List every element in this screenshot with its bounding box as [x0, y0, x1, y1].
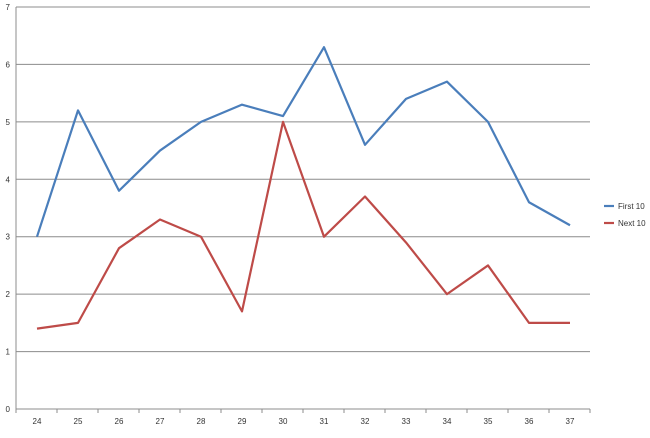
series-line-1: [36, 120, 570, 330]
y-tick-labels: 0 1 2 3 4 5 6 7: [6, 3, 11, 414]
y-tick-label: 4: [6, 175, 11, 184]
series-line-0: [35, 46, 571, 238]
x-tick-label: 33: [402, 417, 411, 426]
x-tick-label: 34: [443, 417, 452, 426]
x-tick-label: 37: [566, 417, 575, 426]
legend-label: Next 10: [618, 219, 646, 228]
y-tick-label: 6: [6, 60, 11, 69]
gridlines: [16, 6, 590, 353]
legend-label: First 10: [618, 202, 645, 211]
legend: First 10 Next 10: [604, 202, 646, 228]
y-tick-label: 0: [6, 405, 11, 414]
x-tick-label: 31: [320, 417, 329, 426]
x-tick-label: 35: [484, 417, 493, 426]
y-tick-label: 7: [6, 3, 11, 12]
x-tick-label: 32: [361, 417, 370, 426]
x-tick-label: 26: [115, 417, 124, 426]
x-tick-label: 28: [197, 417, 206, 426]
x-tick-label: 27: [156, 417, 165, 426]
x-tick-labels: 24 25 26 27 28 29 30 31 32 33 34 35 36 37: [33, 417, 575, 426]
x-tick-label: 29: [238, 417, 247, 426]
series-lines: [35, 46, 571, 330]
x-tick-label: 36: [525, 417, 534, 426]
axes: [15, 7, 591, 413]
y-tick-label: 2: [6, 290, 11, 299]
x-tick-label: 24: [33, 417, 42, 426]
y-tick-label: 3: [6, 233, 11, 242]
x-tick-label: 30: [279, 417, 288, 426]
y-tick-label: 1: [6, 348, 11, 357]
x-tick-label: 25: [74, 417, 83, 426]
y-tick-label: 5: [6, 118, 11, 127]
